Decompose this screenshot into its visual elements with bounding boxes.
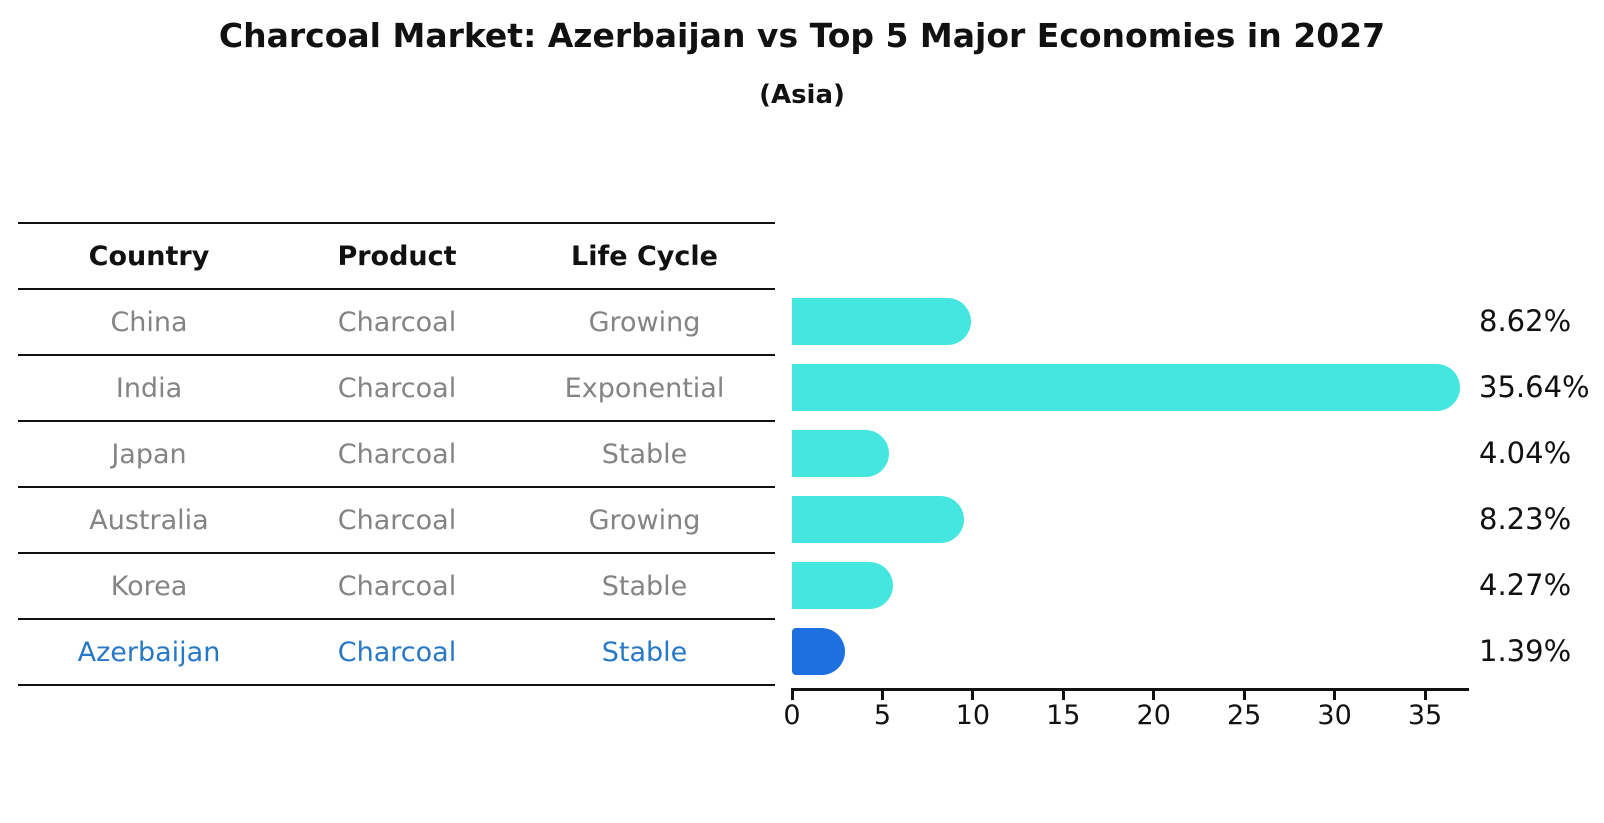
bar-korea: [792, 562, 893, 609]
life-cycle-cell: Stable: [601, 570, 688, 602]
table-row: India Charcoal Exponential: [18, 356, 775, 422]
table-row: Australia Charcoal Growing: [18, 488, 775, 554]
bar-value-label: 8.62%: [1479, 304, 1572, 338]
bar-value-label: 1.39%: [1479, 634, 1572, 668]
country-table: Country Product Life Cycle China Charcoa…: [18, 222, 775, 686]
product-cell: Charcoal: [337, 306, 457, 338]
table-row: Korea Charcoal Stable: [18, 554, 775, 620]
product-cell: Charcoal: [337, 504, 457, 536]
product-cell: Charcoal: [337, 570, 457, 602]
x-tick: [1242, 691, 1246, 700]
table-header-product: Product: [337, 240, 457, 272]
bar-value-label: 35.64%: [1479, 370, 1590, 404]
x-tick-label: 30: [1317, 700, 1352, 731]
table-row-highlighted: Azerbaijan Charcoal Stable: [18, 620, 775, 686]
life-cycle-cell: Growing: [588, 504, 701, 536]
life-cycle-cell: Exponential: [564, 372, 725, 404]
bar-india: [792, 364, 1461, 411]
x-tick: [790, 691, 794, 700]
x-tick: [1061, 691, 1065, 700]
chart-subtitle: (Asia): [759, 80, 845, 110]
life-cycle-cell: Growing: [588, 306, 701, 338]
table-row: Japan Charcoal Stable: [18, 422, 775, 488]
x-tick: [1152, 691, 1156, 700]
life-cycle-cell: Stable: [601, 438, 688, 470]
country-cell: Azerbaijan: [77, 636, 221, 668]
table-header-life-cycle: Life Cycle: [571, 240, 718, 272]
product-cell: Charcoal: [337, 636, 457, 668]
x-tick: [880, 691, 884, 700]
x-tick-label: 25: [1226, 700, 1262, 731]
x-tick: [971, 691, 975, 700]
country-cell: Australia: [89, 504, 209, 536]
life-cycle-cell: Stable: [601, 636, 688, 668]
table-row: China Charcoal Growing: [18, 290, 775, 356]
country-cell: India: [115, 372, 183, 404]
table-header-row: Country Product Life Cycle: [18, 224, 775, 290]
x-tick-label: 10: [955, 700, 991, 731]
country-cell: China: [110, 306, 188, 338]
chart-title: Charcoal Market: Azerbaijan vs Top 5 Maj…: [218, 16, 1386, 55]
x-tick-label: 0: [783, 700, 801, 731]
country-cell: Korea: [110, 570, 188, 602]
table-header-country: Country: [88, 240, 210, 272]
x-tick-label: 35: [1407, 700, 1443, 731]
bar-value-label: 8.23%: [1479, 502, 1572, 536]
x-tick-label: 20: [1136, 700, 1171, 731]
x-tick-label: 5: [873, 700, 892, 731]
bar-value-label: 4.27%: [1479, 568, 1572, 602]
x-tick: [1423, 691, 1427, 700]
bar-japan: [792, 430, 889, 477]
product-cell: Charcoal: [337, 438, 457, 470]
bar-australia: [792, 496, 965, 543]
bar-china: [792, 298, 972, 345]
bar-value-label: 4.04%: [1479, 436, 1572, 470]
country-cell: Japan: [111, 438, 187, 470]
product-cell: Charcoal: [337, 372, 457, 404]
x-axis-line: [791, 688, 1469, 691]
x-tick: [1333, 691, 1337, 700]
bar-azerbaijan: [792, 628, 845, 675]
x-tick-label: 15: [1046, 700, 1081, 731]
